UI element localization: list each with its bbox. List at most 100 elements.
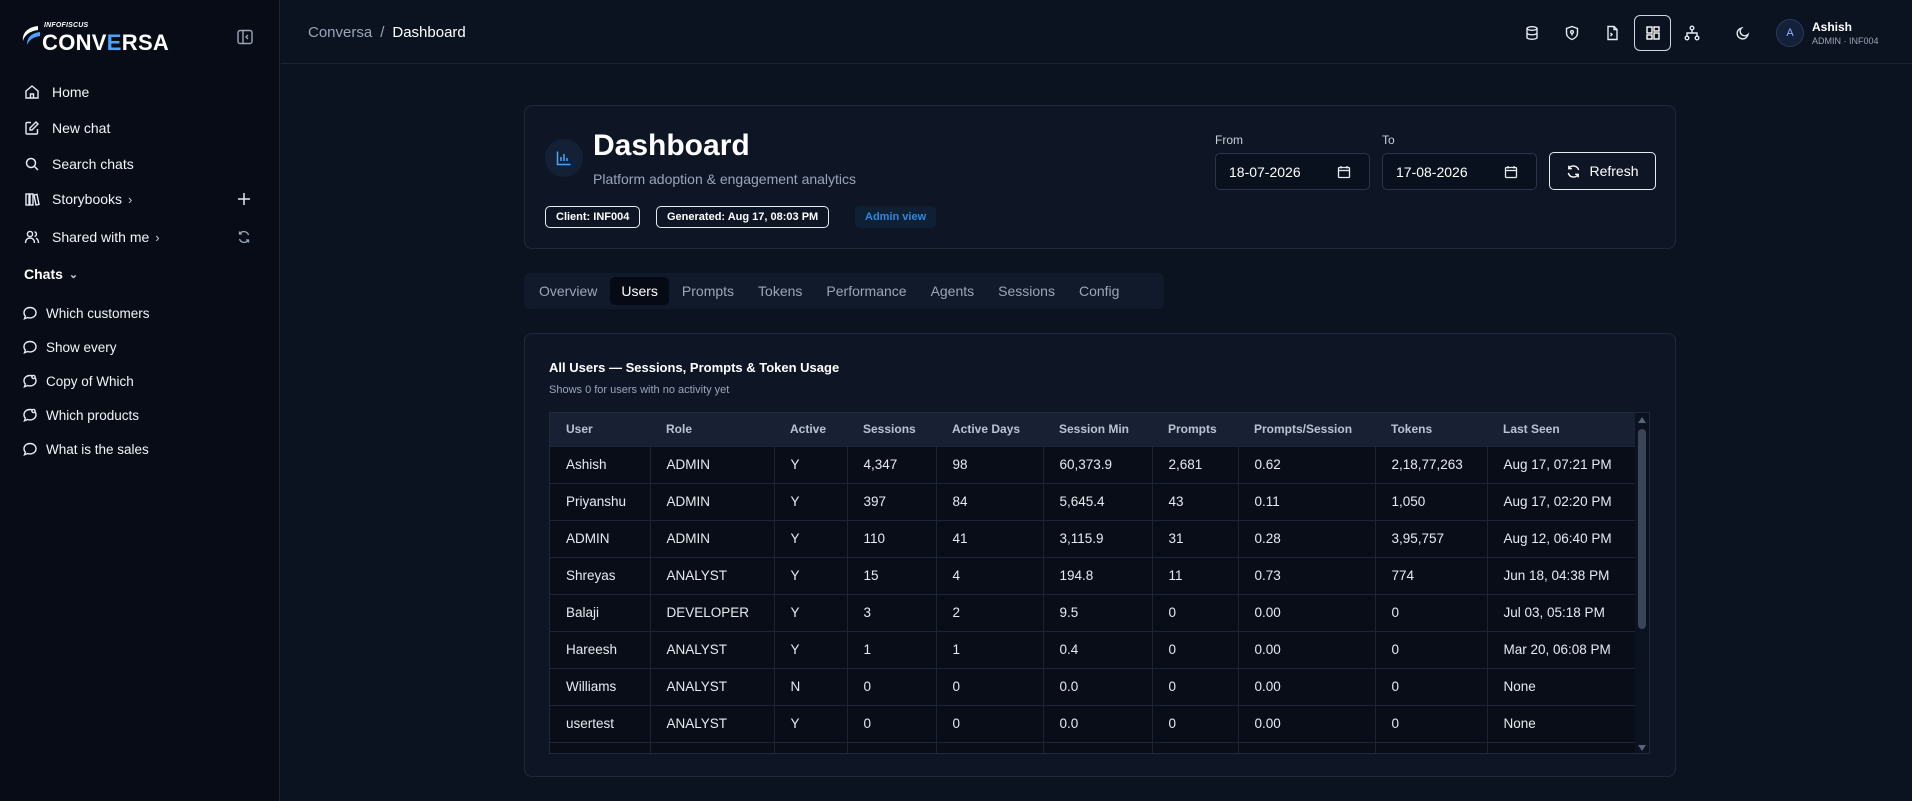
table-cell: 43 <box>1152 482 1239 520</box>
column-header[interactable]: Sessions <box>847 413 936 446</box>
chevron-right-icon: › <box>128 191 133 207</box>
table-cell: ANALYST <box>650 630 775 668</box>
users-table-title: All Users — Sessions, Prompts & Token Us… <box>549 360 840 375</box>
add-storybook-icon[interactable] <box>236 191 252 207</box>
table-body: Ashish ADMIN Y 4,347 98 60,373.9 2,681 0.62 2,18… <box>550 445 1637 753</box>
scroll-down-arrow-icon[interactable] <box>1638 745 1646 751</box>
scrollbar-thumb[interactable] <box>1638 429 1646 629</box>
table-cell: None <box>1487 704 1637 742</box>
sync-icon[interactable] <box>236 229 252 245</box>
table-cell: 0.00 <box>1238 630 1376 668</box>
books-icon <box>24 191 40 207</box>
column-header[interactable]: Active Days <box>936 413 1043 446</box>
scrollbar[interactable] <box>1635 413 1649 753</box>
nav-search-chats[interactable]: Search chats <box>14 149 266 179</box>
users-table-scroll[interactable]: User Role Active Sessions Active Days Session… <box>549 412 1650 754</box>
nav-new-chat[interactable]: New chat <box>14 113 266 143</box>
brand-logo[interactable]: INFOFISCUS CONVERSA <box>20 20 170 56</box>
breadcrumb: Conversa / Dashboard <box>308 24 466 41</box>
from-date-value: 18-07-2026 <box>1229 163 1301 180</box>
column-header[interactable]: Last Seen <box>1487 413 1637 446</box>
generated-badge: Generated: Aug 17, 08:03 PM <box>656 206 830 228</box>
table-cell: 1 <box>847 630 937 668</box>
document-icon[interactable] <box>1596 17 1628 49</box>
table-row[interactable]: Ashish ADMIN Y 4,347 98 60,373.9 2,681 0.62 2,18… <box>550 445 1637 483</box>
table-cell: DEVELOPER <box>650 593 775 631</box>
nav-shared-with-me[interactable]: Shared with me › <box>14 222 266 252</box>
chat-item[interactable]: Show every <box>14 333 266 361</box>
tab-performance[interactable]: Performance <box>826 283 907 299</box>
tab-users[interactable]: Users <box>610 277 669 305</box>
nav-home[interactable]: Home <box>14 77 266 107</box>
column-header[interactable]: Tokens <box>1375 413 1487 446</box>
moon-icon[interactable] <box>1727 17 1759 49</box>
table-cell: Y <box>774 519 848 557</box>
table-cell: Y <box>774 704 848 742</box>
table-cell: 3,95,757 <box>1375 519 1488 557</box>
sitemap-icon[interactable] <box>1676 17 1708 49</box>
table-row[interactable]: Williams ANALYST N 0 0 0.0 0 0.00 0 None <box>550 667 1637 705</box>
chat-item[interactable]: What is the sales <box>14 435 266 463</box>
table-row[interactable]: usertest ANALYST Y 0 0 0.0 0 0.00 0 None <box>550 704 1637 742</box>
table-cell: 0.4 <box>1043 630 1153 668</box>
database-icon[interactable] <box>1516 17 1548 49</box>
table-cell: 0.73 <box>1238 556 1376 594</box>
tab-sessions[interactable]: Sessions <box>998 283 1055 299</box>
table-cell <box>1043 741 1153 753</box>
table-row[interactable]: Shreyas ANALYST Y 15 4 194.8 11 0.73 774 Jun 18, … <box>550 556 1637 594</box>
column-header[interactable]: User <box>550 413 650 446</box>
refresh-button[interactable]: Refresh <box>1549 152 1656 190</box>
table-cell <box>1487 741 1637 753</box>
table-row[interactable]: Balaji DEVELOPER Y 3 2 9.5 0 0.00 0 Jul 03, 05:18… <box>550 593 1637 631</box>
table-row[interactable]: Priyanshu ADMIN Y 397 84 5,645.4 43 0.11 1,050 Au… <box>550 482 1637 520</box>
table-cell: Aug 12, 06:40 PM <box>1487 519 1637 557</box>
calendar-icon[interactable] <box>1337 165 1351 179</box>
table-cell: 0 <box>1152 667 1239 705</box>
bar-chart-icon <box>545 139 583 177</box>
table-cell: 2 <box>936 593 1044 631</box>
chat-bubble-copy-icon <box>22 373 38 389</box>
chat-item[interactable]: Copy of Which <box>14 367 266 395</box>
chat-item-label: Which customers <box>46 305 150 321</box>
chat-item[interactable]: Which products <box>14 401 266 429</box>
table-row[interactable]: ADMIN ADMIN Y 110 41 3,115.9 31 0.28 3,95,757 Aug… <box>550 519 1637 557</box>
tab-tokens[interactable]: Tokens <box>758 283 803 299</box>
chevron-right-icon: › <box>155 229 160 245</box>
brand-small-text: INFOFISCUS <box>44 22 89 29</box>
scroll-up-arrow-icon[interactable] <box>1638 417 1646 423</box>
table-row[interactable]: Hareesh ANALYST Y 1 1 0.4 0 0.00 0 Mar 20, 06:08 … <box>550 630 1637 668</box>
search-icon <box>24 156 40 172</box>
column-header[interactable]: Prompts/Session <box>1238 413 1375 446</box>
nav-search-chats-label: Search chats <box>52 156 134 172</box>
table-row[interactable] <box>550 741 1637 753</box>
table-cell: 397 <box>847 482 937 520</box>
chats-section-header[interactable]: Chats ⌄ <box>24 266 79 282</box>
tab-config[interactable]: Config <box>1078 283 1120 299</box>
collapse-sidebar-icon[interactable] <box>236 28 254 46</box>
breadcrumb-root[interactable]: Conversa <box>308 24 373 41</box>
table-cell: 0 <box>1152 630 1239 668</box>
user-menu[interactable]: A Ashish ADMIN · INF004 <box>1776 16 1906 50</box>
shield-icon[interactable] <box>1556 17 1588 49</box>
table-cell: 0.0 <box>1043 704 1153 742</box>
nav-storybooks[interactable]: Storybooks › <box>14 184 266 214</box>
table-cell: 0 <box>936 667 1044 705</box>
tab-prompts[interactable]: Prompts <box>681 283 735 299</box>
chat-item-label: What is the sales <box>46 441 149 457</box>
dashboard-grid-icon[interactable] <box>1634 15 1671 51</box>
to-date-input[interactable]: 17-08-2026 <box>1382 153 1537 190</box>
column-header[interactable]: Active <box>774 413 847 446</box>
table-cell: Y <box>774 482 848 520</box>
chat-item[interactable]: Which customers <box>14 299 266 327</box>
tab-overview[interactable]: Overview <box>539 283 598 299</box>
column-header[interactable]: Role <box>650 413 774 446</box>
column-header[interactable]: Prompts <box>1152 413 1238 446</box>
users-icon <box>24 229 40 245</box>
table-cell: 0.00 <box>1238 593 1376 631</box>
user-name: Ashish <box>1812 20 1853 34</box>
column-header[interactable]: Session Min <box>1043 413 1152 446</box>
calendar-icon[interactable] <box>1504 165 1518 179</box>
tab-agents[interactable]: Agents <box>930 283 975 299</box>
table-cell: 0 <box>1152 593 1239 631</box>
from-date-input[interactable]: 18-07-2026 <box>1215 153 1370 190</box>
